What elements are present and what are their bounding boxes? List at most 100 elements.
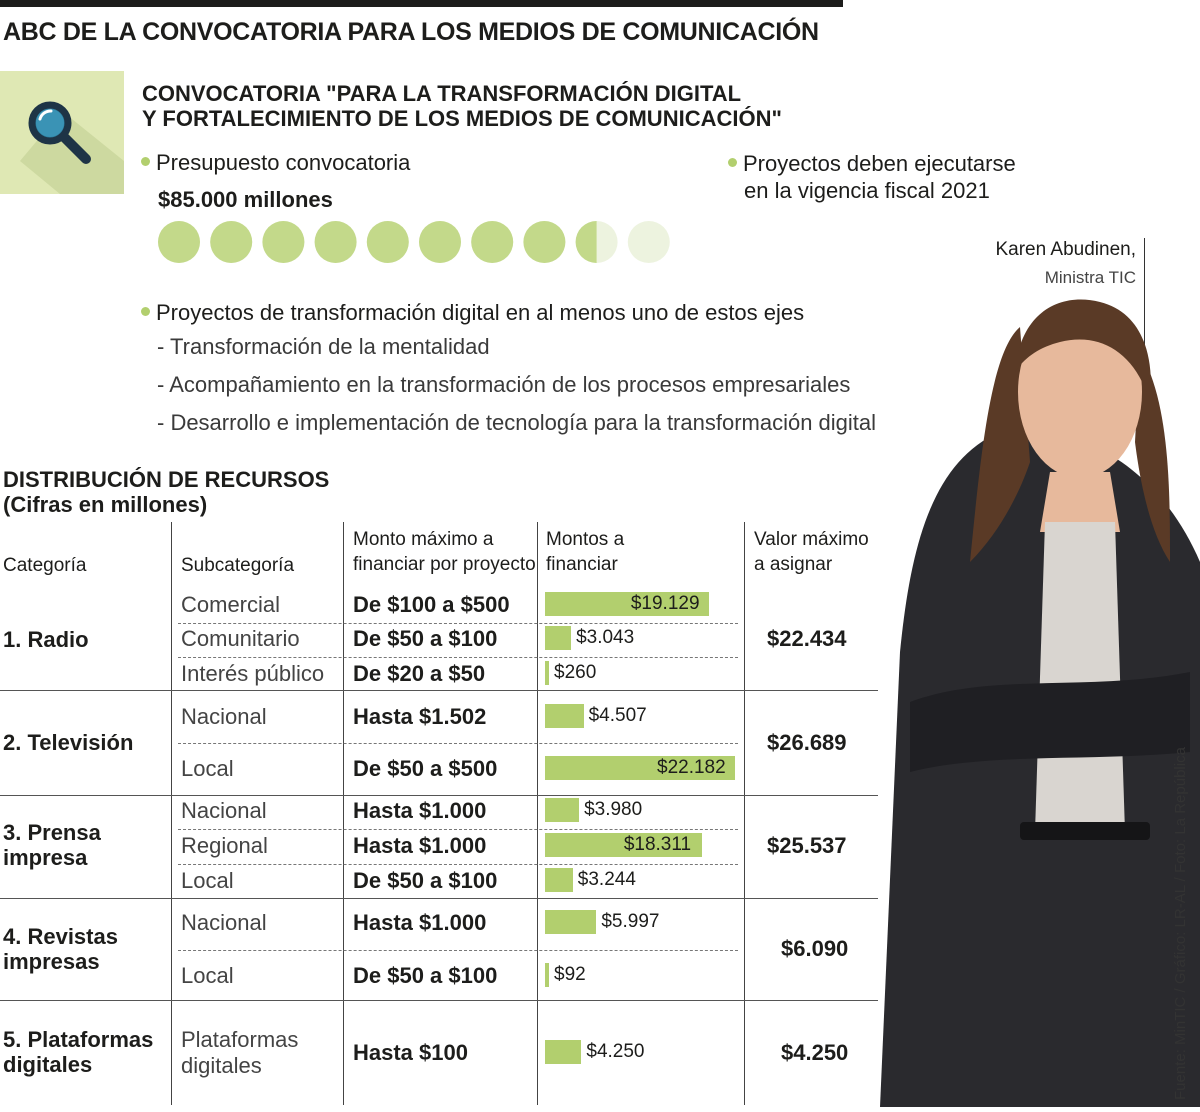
subcategory-line: Plataformas: [181, 1027, 299, 1052]
subcategory: Comercial: [181, 592, 281, 617]
bullet-dot: [141, 306, 150, 316]
budget-coin-fill: [471, 221, 514, 263]
bar-value-label: $260: [554, 662, 597, 683]
monto-maximo: Hasta $1.000: [353, 833, 487, 858]
budget-coins: [158, 221, 678, 263]
budget-coin-fill: [158, 221, 200, 263]
category-line: 1. Radio: [3, 627, 89, 652]
bar: [545, 704, 584, 728]
subcategory: Comunitario: [181, 626, 300, 651]
row-separator: [178, 950, 738, 951]
subcategory: Plataformas digitales: [181, 1027, 298, 1079]
eje-item: - Transformación de la mentalidad: [157, 334, 490, 359]
subtitle: CONVOCATORIA "PARA LA TRANSFORMACIÓN DIG…: [142, 81, 782, 131]
person-caption: Karen Abudinen, Ministra TIC: [995, 236, 1136, 292]
monto-maximo: Hasta $1.000: [353, 910, 487, 935]
header-valor: Valor máximo a asignar: [754, 527, 869, 577]
bar: [545, 868, 573, 892]
bar: [545, 833, 702, 857]
bar-value-label: $5.997: [601, 911, 660, 932]
monto-maximo: Hasta $1.000: [353, 798, 487, 823]
bar: [545, 626, 572, 650]
period-line-2: en la vigencia fiscal 2021: [744, 178, 990, 203]
budget-amount: $85.000 millones: [158, 187, 333, 212]
period-line-1: Proyectos deben ejecutarse: [743, 151, 1016, 176]
bullet-dot: [141, 156, 150, 166]
subcategory: Nacional: [181, 910, 267, 935]
eje-item: - Acompañamiento en la transformación de…: [157, 372, 851, 397]
subcategory: Local: [181, 963, 234, 988]
budget-coin: [627, 221, 670, 263]
category-total: $22.434: [767, 626, 847, 651]
bar: [545, 1040, 582, 1064]
bar-value-label: $4.507: [588, 705, 647, 726]
row-separator: [178, 623, 738, 624]
bar-value-label: $3.043: [576, 627, 635, 648]
bar-value-label: $3.980: [584, 799, 643, 820]
subcategory: Local: [181, 868, 234, 893]
bar: [545, 592, 709, 616]
monto-maximo: De $50 a $500: [353, 756, 498, 781]
monto-maximo: Hasta $100: [353, 1040, 468, 1065]
category-line: 5. Plataformas: [3, 1027, 154, 1052]
category-name: 3. Prensa impresa: [3, 820, 101, 870]
credit-line: Fuente: MinTIC / Gráfico: LR-AL / Foto: …: [1172, 747, 1189, 1100]
bar-value-label: $19.129: [630, 593, 700, 614]
bar-value-label: $3.244: [577, 869, 636, 890]
search-icon: [20, 101, 124, 194]
budget-coin-fill: [210, 221, 253, 263]
person-name: Karen Abudinen,: [995, 239, 1136, 260]
budget-coin-fill: [314, 221, 357, 263]
distribution-subtitle: (Cifras en millones): [3, 492, 208, 517]
bar: [545, 756, 735, 780]
budget-coin-fill: [262, 221, 305, 263]
bar: [545, 910, 597, 934]
header-categoria: Categoría: [3, 555, 87, 576]
row-separator: [178, 657, 738, 658]
portrait-illustration: [880, 299, 1200, 1107]
category-separator: [0, 690, 878, 691]
subtitle-line-2: Y FORTALECIMIENTO DE LOS MEDIOS DE COMUN…: [142, 106, 782, 131]
subcategory: Nacional: [181, 704, 267, 729]
subcategory: Regional: [181, 833, 268, 858]
column-divider: [171, 522, 172, 1105]
budget-bullet: Presupuesto convocatoria: [141, 150, 410, 176]
row-separator: [178, 829, 738, 830]
subtitle-line-1: CONVOCATORIA "PARA LA TRANSFORMACIÓN DIG…: [142, 81, 742, 106]
bars-layer: $19.129 $3.043 $260 $4.507 $22.182 $3.980 $18.…: [0, 0, 735, 1064]
category-total: $26.689: [767, 730, 847, 755]
monto-maximo: De $100 a $500: [353, 592, 510, 617]
category-line: 3. Prensa: [3, 820, 101, 845]
eje-item: - Desarrollo e implementación de tecnolo…: [157, 410, 877, 435]
monto-maximo: Hasta $1.502: [353, 704, 487, 729]
category-line: impresas: [3, 949, 100, 974]
page-title: ABC DE LA CONVOCATORIA PARA LOS MEDIOS D…: [3, 18, 819, 46]
subcategory: Nacional: [181, 798, 267, 823]
budget-coin-fill: [366, 221, 409, 263]
category-name: 1. Radio: [3, 627, 89, 652]
category-line: impresa: [3, 845, 88, 870]
category-name: 2. Televisión: [3, 730, 133, 755]
row-separator: [178, 743, 738, 744]
bullet-dot: [728, 157, 737, 167]
bar-value-label: $92: [554, 964, 586, 985]
category-total: $6.090: [781, 936, 849, 961]
header-valor-line-2: a asignar: [754, 554, 833, 575]
category-name: 4. Revistas impresas: [3, 924, 118, 974]
top-rule: [0, 0, 843, 7]
budget-coin-fill: [575, 221, 597, 263]
bar: [545, 661, 549, 685]
header-monto-max: Monto máximo a financiar por proyecto: [353, 527, 536, 577]
person-role: Ministra TIC: [1044, 268, 1136, 287]
category-line: digitales: [3, 1052, 93, 1077]
monto-maximo: De $20 a $50: [353, 661, 486, 686]
header-subcategoria: Subcategoría: [181, 555, 295, 576]
budget-coin-fill: [419, 221, 461, 263]
distribution-title: DISTRIBUCIÓN DE RECURSOS (Cifras en mill…: [3, 467, 329, 517]
bar: [545, 798, 580, 822]
category-total: $25.537: [767, 833, 847, 858]
subcategory: Interés público: [181, 661, 325, 686]
bar: [545, 963, 549, 987]
subcategory-line: digitales: [181, 1053, 262, 1078]
category-name: 5. Plataformas digitales: [3, 1027, 153, 1077]
